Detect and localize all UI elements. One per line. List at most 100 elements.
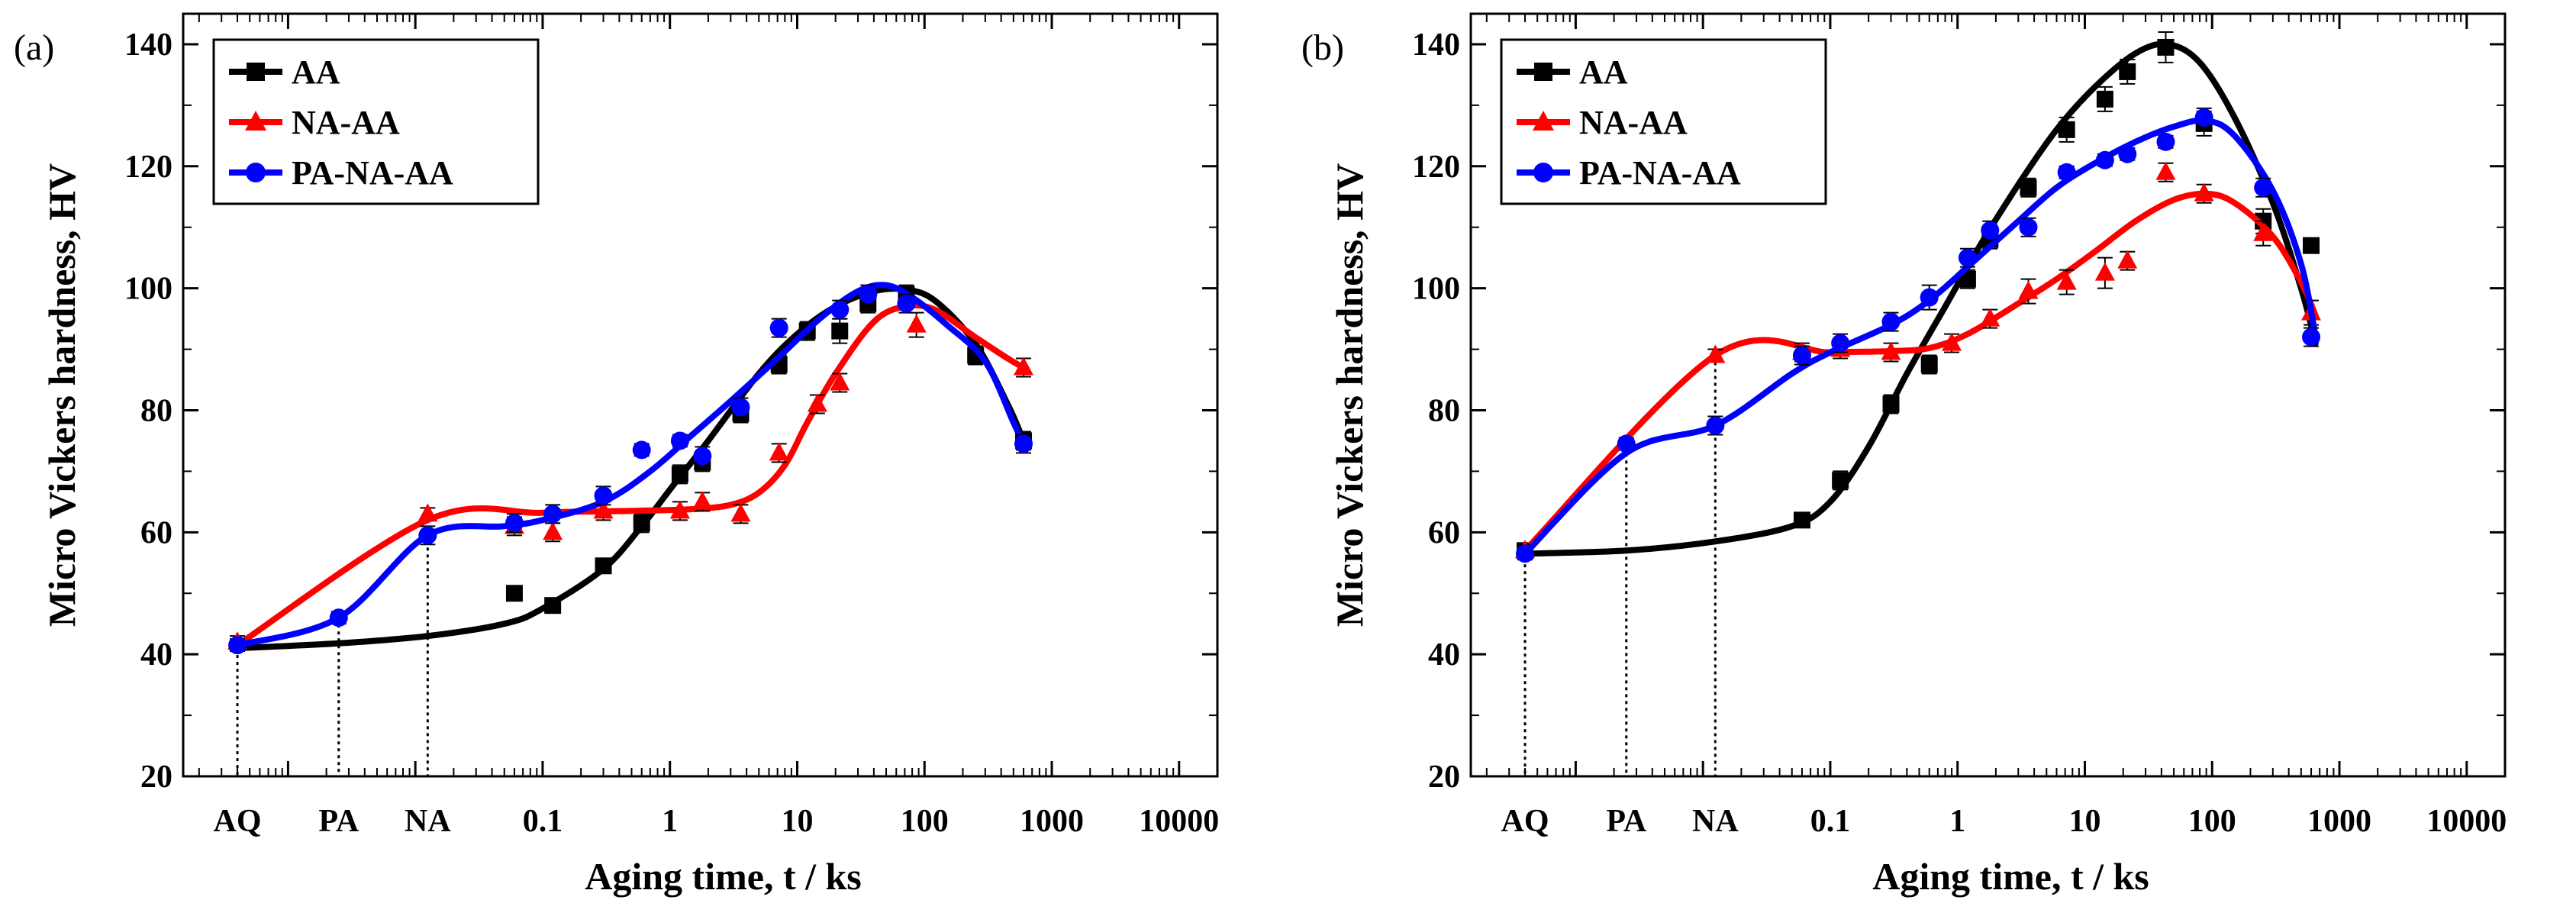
data-point-pa-na-aa <box>1516 544 1535 563</box>
x-tick-label: 1 <box>662 804 678 839</box>
y-tick-label: 120 <box>1412 150 1460 185</box>
fit-curve-na-aa <box>234 302 1027 649</box>
fit-curve-pa-na-aa <box>234 282 1027 649</box>
panel-label: (a) <box>14 27 54 68</box>
fit-curve-aa <box>234 285 1027 652</box>
data-point-pa-na-aa <box>693 447 712 466</box>
data-point-na-aa <box>2155 161 2176 180</box>
data-point-pa-na-aa <box>731 398 750 417</box>
panel-label: (b) <box>1301 27 1344 68</box>
fit-curve-na-aa <box>1522 190 2319 554</box>
y-tick-label: 100 <box>124 272 172 307</box>
data-point-aa <box>1882 395 1900 413</box>
data-point-pa-na-aa <box>2254 178 2273 197</box>
data-point-na-aa <box>2194 182 2214 202</box>
data-point-na-aa <box>418 503 438 522</box>
data-point-na-aa <box>2253 222 2274 241</box>
x-tick-label: NA <box>405 804 451 839</box>
chart-panel-a: 20 40 60 80 100 120 140 AQ PA NA 0.1 1 10 100 1000 1000… <box>14 12 1219 898</box>
data-point-pa-na-aa <box>2156 132 2175 151</box>
data-point-pa-na-aa <box>1958 248 1977 267</box>
x-axis-title: Aging time, t / ks <box>1872 855 2149 898</box>
data-point-pa-na-aa <box>505 514 524 533</box>
data-point-pa-na-aa <box>2194 108 2213 127</box>
data-point-pa-na-aa <box>329 608 348 627</box>
data-point-aa <box>2096 90 2113 108</box>
legend-label: AA <box>292 53 340 91</box>
y-tick-label: 120 <box>124 150 172 185</box>
data-point-na-aa <box>1705 344 1726 363</box>
data-point-pa-na-aa <box>2118 144 2137 163</box>
data-point-pa-na-aa <box>1920 288 1939 307</box>
data-point-na-aa <box>2018 280 2039 299</box>
x-tick-label: 100 <box>901 804 949 839</box>
data-point-pa-na-aa <box>543 505 563 524</box>
data-point-aa <box>1832 472 1849 489</box>
legend-marker <box>1533 111 1554 131</box>
data-point-na-aa <box>906 314 927 333</box>
legend: AA NA-AA PA-NA-AA <box>212 38 540 205</box>
data-point-na-aa <box>769 442 789 461</box>
data-point-pa-na-aa <box>670 431 689 450</box>
data-point-pa-na-aa <box>1706 416 1725 435</box>
data-point-na-aa <box>692 491 713 510</box>
data-point-pa-na-aa <box>1792 346 1811 365</box>
y-axis-title: Micro Vickers hardness, HV <box>40 163 83 627</box>
data-point-pa-na-aa <box>632 440 651 460</box>
data-point-pa-na-aa <box>594 486 613 505</box>
legend-label: PA-NA-AA <box>1579 154 1741 192</box>
data-point-na-aa <box>830 372 850 391</box>
data-point-aa <box>831 322 849 340</box>
legend-marker <box>1533 163 1553 182</box>
data-point-na-aa <box>807 393 827 412</box>
fit-curve-aa <box>1522 40 2319 557</box>
legend-marker <box>247 63 265 81</box>
x-tick-label: 10 <box>2068 804 2100 839</box>
plot-frame <box>1469 12 2507 778</box>
legend-marker <box>1534 63 1552 81</box>
y-tick-label: 80 <box>140 393 172 428</box>
y-tick-label: 20 <box>140 760 172 795</box>
y-tick-label: 140 <box>124 27 172 63</box>
x-tick-label: PA <box>318 804 359 839</box>
series-pa-na-aa <box>228 282 1033 655</box>
x-tick-label: 100 <box>2188 804 2236 839</box>
data-point-pa-na-aa <box>1881 312 1901 331</box>
data-point-aa <box>2303 237 2320 254</box>
data-point-aa <box>2058 121 2075 138</box>
data-point-aa <box>633 514 650 532</box>
data-point-aa <box>2119 63 2136 80</box>
data-point-na-aa <box>593 500 614 519</box>
y-axis-title: Micro Vickers hardness, HV <box>1328 163 1371 627</box>
data-point-aa <box>505 585 523 602</box>
data-point-na-aa <box>1942 332 1962 351</box>
data-point-pa-na-aa <box>2057 163 2076 182</box>
legend-marker <box>245 111 266 131</box>
y-tick-label: 80 <box>1428 393 1460 428</box>
data-point-pa-na-aa <box>859 285 878 304</box>
x-tick-label: AQ <box>1501 804 1549 839</box>
fit-curve-pa-na-aa <box>1522 117 2319 557</box>
data-point-pa-na-aa <box>2019 218 2038 237</box>
data-point-aa <box>1959 270 1976 288</box>
data-point-pa-na-aa <box>418 526 437 545</box>
data-point-na-aa <box>730 503 751 522</box>
y-tick-label: 40 <box>140 637 172 672</box>
x-tick-label: AQ <box>214 804 262 839</box>
legend-label: AA <box>1579 53 1628 91</box>
y-tick-label: 40 <box>1428 637 1460 672</box>
y-tick-label: 60 <box>140 515 172 550</box>
series-na-aa <box>1515 161 2322 559</box>
data-point-pa-na-aa <box>1831 334 1850 353</box>
data-point-pa-na-aa <box>228 636 247 655</box>
series-na-aa <box>227 302 1034 650</box>
data-point-aa <box>2020 179 2037 196</box>
y-tick-label: 140 <box>1412 27 1460 63</box>
data-point-na-aa <box>1980 308 2001 327</box>
legend-label: PA-NA-AA <box>292 154 453 192</box>
data-point-aa <box>671 466 688 483</box>
data-point-aa <box>595 557 612 575</box>
x-tick-label: 10 <box>781 804 813 839</box>
data-point-aa <box>2157 38 2175 56</box>
